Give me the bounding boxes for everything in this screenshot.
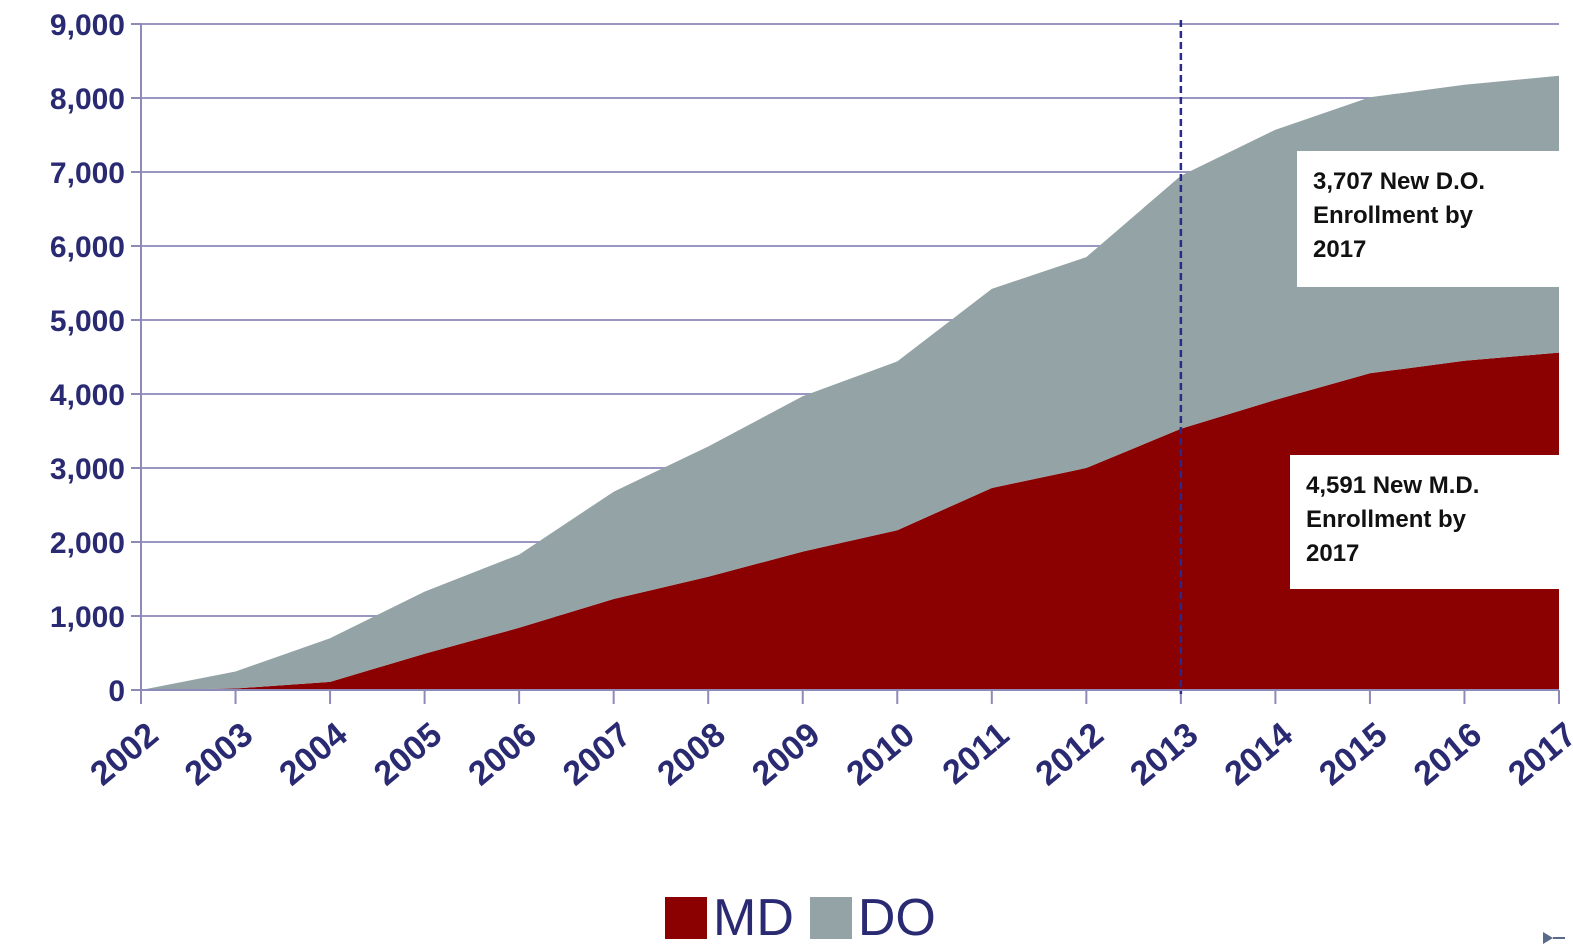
x-tick-labels: 2002 2003 2004 2005 2006 2007 2008 2009 2010 2011… (83, 715, 1573, 793)
x-tick-label-2012: 2012 (1029, 715, 1111, 793)
legend: MD DO (665, 888, 952, 948)
area-series (141, 75, 1559, 691)
md-annotation-box: 4,591 New M.D. Enrollment by 2017 (1290, 455, 1563, 589)
y-tick-label-8: 8,000 (50, 83, 125, 116)
y-tick-labels: 0 1,000 2,000 3,000 4,000 5,000 6,000 7,000 8,00… (50, 9, 125, 708)
legend-item-md: MD (665, 888, 794, 948)
legend-item-do: DO (809, 888, 936, 948)
y-tick-label-9: 9,000 (50, 9, 125, 42)
x-tick-label-2006: 2006 (461, 715, 543, 793)
legend-label-do: DO (857, 889, 936, 947)
legend-swatch-do (809, 897, 852, 939)
legend-label-md: MD (713, 889, 794, 947)
y-tick-label-1: 1,000 (50, 601, 125, 634)
area-series-do (141, 75, 1559, 691)
x-tick-label-2008: 2008 (650, 715, 732, 793)
x-tick-label-2010: 2010 (839, 715, 921, 793)
x-tick-label-2003: 2003 (178, 715, 260, 793)
x-tick-label-2011: 2011 (935, 715, 1016, 792)
resize-corner-icon (1543, 932, 1565, 944)
do-annotation-line-1: 3,707 New D.O. (1313, 168, 1486, 195)
do-annotation-box: 3,707 New D.O. Enrollment by 2017 (1297, 151, 1563, 287)
area-series-md (141, 352, 1559, 690)
y-tick-label-7: 7,000 (50, 157, 125, 190)
x-tick-label-2004: 2004 (272, 715, 354, 793)
x-tick-label-2014: 2014 (1218, 715, 1300, 793)
x-tick-label-2016: 2016 (1407, 715, 1489, 793)
x-tick-label-2002: 2002 (83, 715, 165, 793)
md-annotation-line-3: 2017 (1306, 540, 1360, 567)
x-tick-label-2005: 2005 (367, 715, 449, 793)
axes (131, 23, 1560, 704)
gridlines (141, 23, 1559, 617)
md-annotation-line-2: Enrollment by (1306, 506, 1467, 533)
x-tick-label-2015: 2015 (1312, 715, 1394, 793)
md-annotation-line-1: 4,591 New M.D. (1306, 472, 1480, 499)
y-tick-label-2: 2,000 (50, 527, 125, 560)
legend-swatch-md (665, 897, 707, 939)
x-tick-label-2009: 2009 (745, 715, 827, 793)
y-tick-label-6: 6,000 (50, 231, 125, 264)
do-annotation-line-3: 2017 (1313, 236, 1367, 263)
y-tick-label-0: 0 (108, 675, 125, 708)
y-tick-label-4: 4,000 (50, 379, 125, 412)
y-tick-label-3: 3,000 (50, 453, 125, 486)
y-tick-label-5: 5,000 (50, 305, 125, 338)
do-annotation-line-2: Enrollment by (1313, 202, 1474, 229)
x-tick-label-2007: 2007 (556, 715, 638, 793)
x-tick-label-2013: 2013 (1123, 715, 1205, 793)
x-tick-label-2017: 2017 (1501, 715, 1573, 793)
